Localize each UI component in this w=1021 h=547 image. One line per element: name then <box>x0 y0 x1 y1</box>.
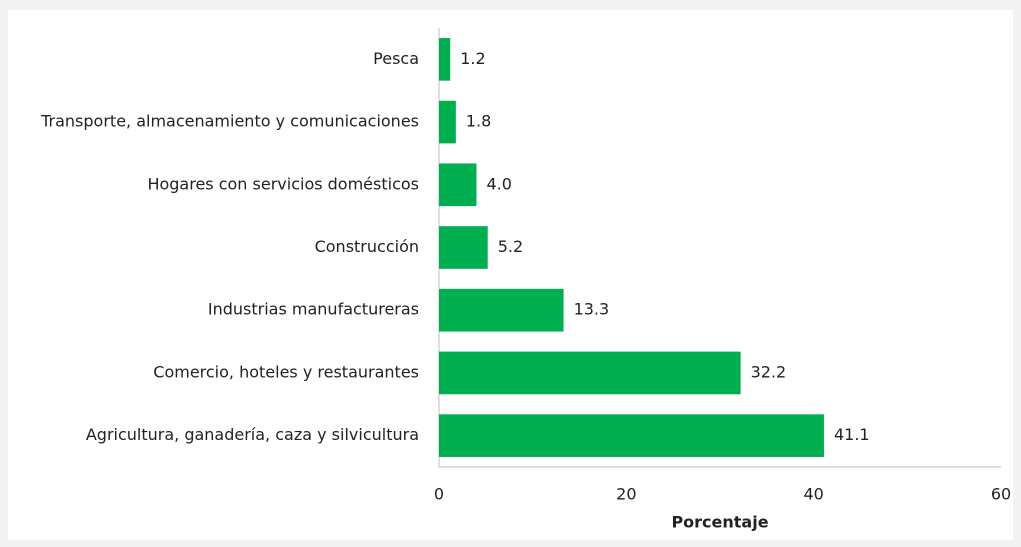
bar <box>439 38 451 81</box>
y-tick-label: Transporte, almacenamiento y comunicacio… <box>40 112 419 131</box>
bar <box>439 100 456 144</box>
data-label: 5.2 <box>498 237 523 256</box>
y-tick-label: Construcción <box>315 237 419 256</box>
y-tick-label: Industrias manufactureras <box>208 300 419 319</box>
x-tick-label: 20 <box>616 485 636 504</box>
bar <box>439 163 477 207</box>
y-tick-label: Hogares con servicios domésticos <box>147 174 419 193</box>
x-axis-label: Porcentaje <box>671 513 768 532</box>
data-label: 32.2 <box>751 362 787 381</box>
x-tick-label: 0 <box>434 485 444 504</box>
bar <box>439 414 824 457</box>
y-tick-label: Pesca <box>373 49 419 68</box>
data-label: 1.2 <box>460 49 485 68</box>
x-tick-label: 40 <box>803 485 823 504</box>
y-tick-label: Agricultura, ganadería, caza y silvicult… <box>86 425 419 444</box>
data-label: 1.8 <box>466 112 491 131</box>
data-label: 4.0 <box>486 174 511 193</box>
data-label: 41.1 <box>834 425 870 444</box>
bar <box>439 288 564 332</box>
x-tick-label: 60 <box>991 485 1011 504</box>
y-tick-label: Comercio, hoteles y restaurantes <box>153 362 419 381</box>
plot-panel <box>8 10 1013 540</box>
bar <box>439 226 488 269</box>
bar <box>439 351 741 395</box>
data-label: 13.3 <box>574 300 610 319</box>
